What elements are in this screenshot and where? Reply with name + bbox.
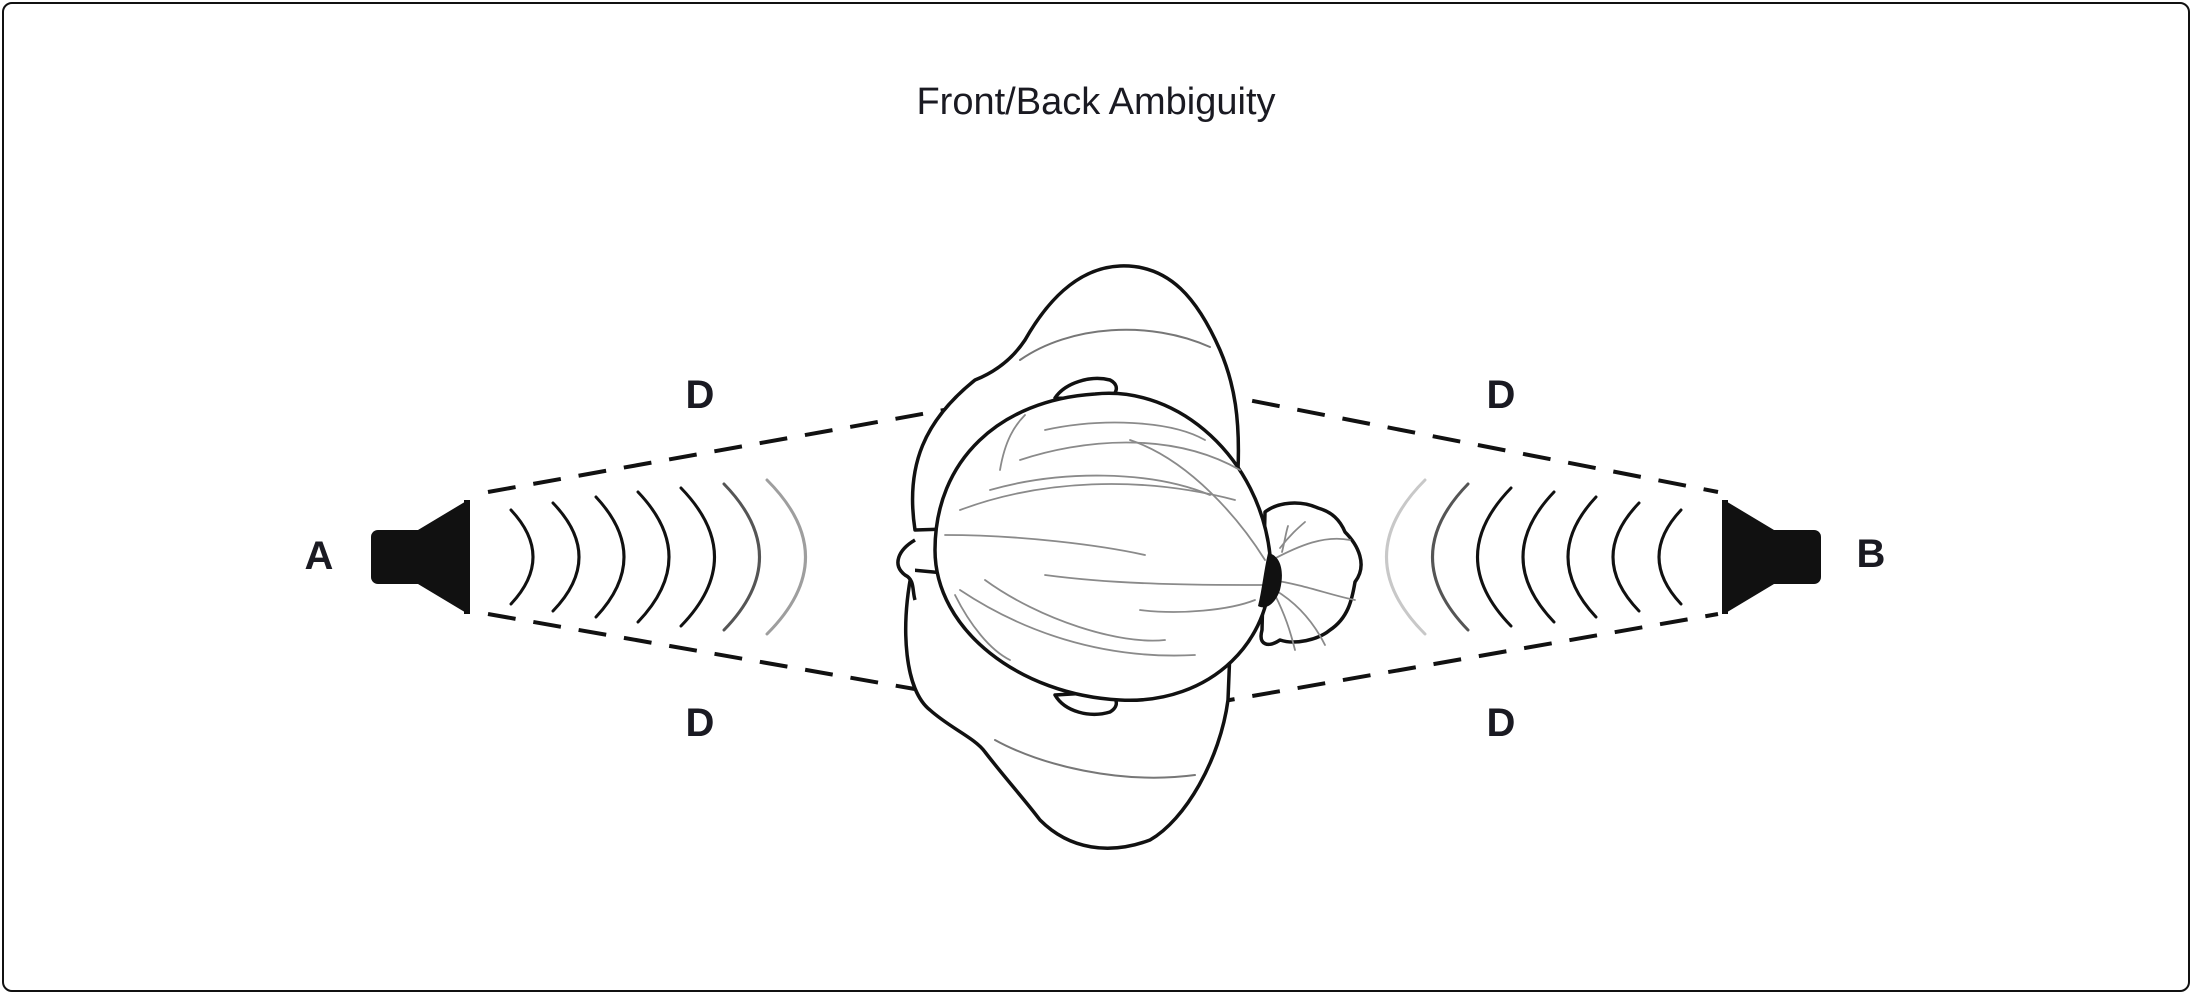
head-top-view-icon: [896, 264, 1363, 850]
dashed-line-top-right: [1206, 390, 1719, 494]
dashed-line-bottom-right: [1206, 612, 1719, 706]
distance-label-top-right: D: [1487, 373, 1516, 417]
face-side: [896, 538, 917, 601]
diagram-title: Front/Back Ambiguity: [916, 81, 1275, 123]
speaker-icon: [371, 500, 470, 614]
distance-label-top-left: D: [686, 373, 715, 417]
dashed-line-top-left: [487, 398, 1001, 494]
sound-waves-a: [509, 478, 807, 636]
sound-waves-b: [1385, 478, 1683, 636]
speaker-a: [371, 478, 807, 636]
distance-label-bottom-left: D: [686, 701, 715, 745]
speaker-b: [1385, 478, 1821, 636]
speaker-a-label: A: [305, 534, 334, 578]
distance-label-bottom-right: D: [1487, 701, 1516, 745]
speaker-icon: [1722, 500, 1821, 614]
speaker-b-label: B: [1857, 532, 1886, 576]
hair-tie: [1258, 553, 1282, 608]
